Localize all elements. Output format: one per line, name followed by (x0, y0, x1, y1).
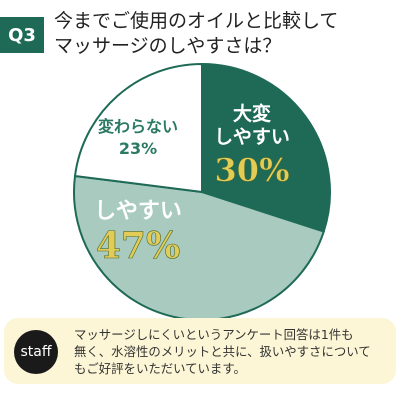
slice-value-easy: 47% (96, 225, 180, 267)
slice-label-very-easy-2: しやすい (214, 126, 290, 148)
note-line-1: マッサージしにくいというアンケート回答は1件も (74, 327, 354, 342)
slice-value-very-easy: 30% (215, 151, 290, 189)
pie-slice-easy (73, 174, 325, 321)
staff-note: staff マッサージしにくいというアンケート回答は1件も 無く、水溶性のメリッ… (4, 318, 396, 384)
slice-label-easy-1: しやすい (94, 199, 182, 224)
pie-slice-very-easy (201, 62, 331, 233)
staff-badge: staff (14, 330, 58, 374)
slice-label-very-easy-1: 大変 (233, 102, 271, 125)
question-line-1: 今までご使用のオイルと比較して (54, 10, 339, 32)
question-number-badge: Q3 (0, 17, 44, 53)
question-line-2: マッサージのしやすさは？ (54, 35, 282, 57)
slice-label-unchanged-1: 変わらない (98, 117, 178, 136)
pie-slices (73, 62, 331, 321)
pie-slice-unchanged (73, 62, 203, 194)
note-line-3: もご好評をいただいています。 (74, 361, 246, 376)
staff-note-text: マッサージしにくいというアンケート回答は1件も 無く、水溶性のメリットと共に、扱… (74, 326, 392, 377)
question-text: 今までご使用のオイルと比較して マッサージのしやすさは？ (54, 9, 394, 59)
question-header: Q3 今までご使用のオイルと比較して マッサージのしやすさは？ (0, 0, 400, 72)
slice-value-unchanged: 23% (119, 139, 157, 158)
note-line-2: 無く、水溶性のメリットと共に、扱いやすさについて (74, 344, 371, 359)
